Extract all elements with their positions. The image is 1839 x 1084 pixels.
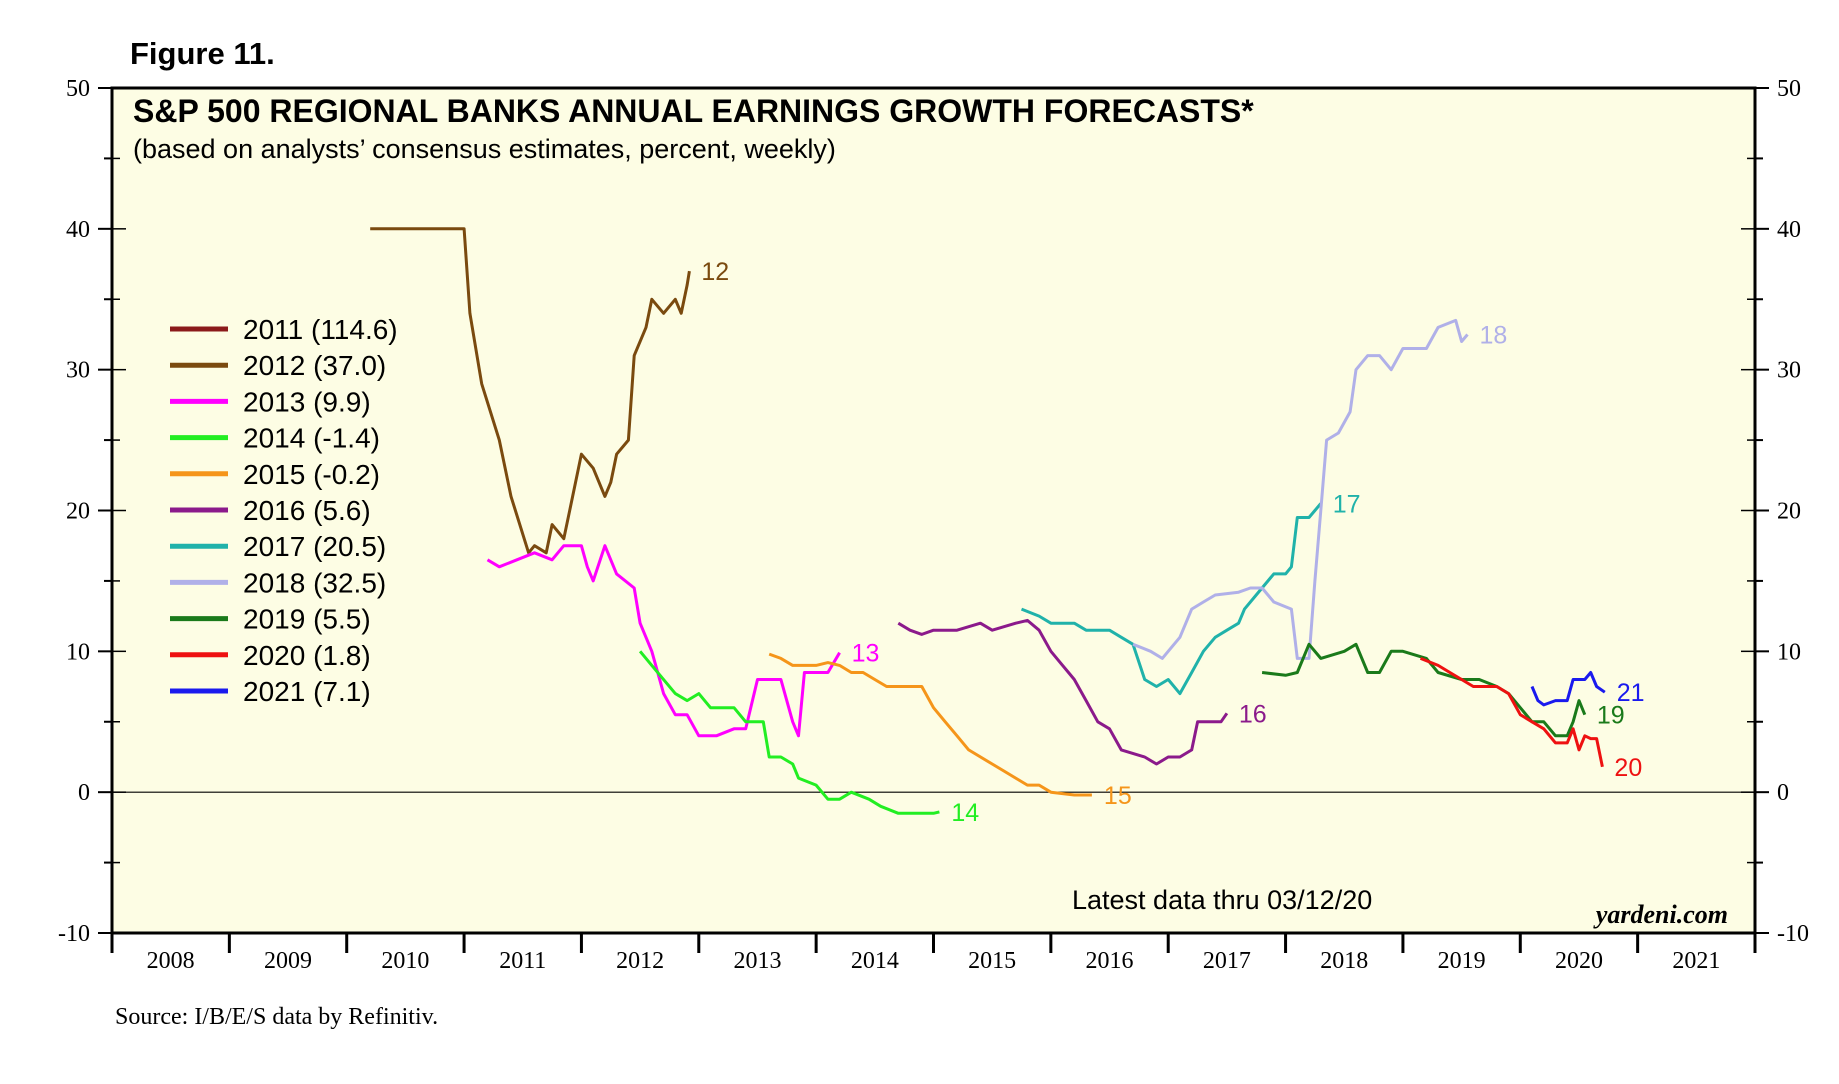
legend-label-7: 2018 (32.5) (243, 567, 386, 598)
source-note: Source: I/B/E/S data by Refinitiv. (115, 1004, 439, 1030)
x-tick-label: 2020 (1555, 948, 1603, 974)
series-line-3 (638, 650, 940, 815)
figure-label: Figure 11. (130, 36, 275, 71)
legend-label-1: 2012 (37.0) (243, 350, 386, 381)
y-axis-left: -10 0 10 20 30 40 50 (58, 76, 126, 947)
series-line-8 (1261, 642, 1587, 738)
y-tick-label-right: 0 (1777, 780, 1789, 806)
end-labels: 12 13 14 15 16 17 18 19 20 21 (701, 258, 1644, 827)
legend: 2011 (114.6) 2012 (37.0) 2013 (9.9) 2014 (-… (170, 314, 398, 707)
series-end-label-6: 17 (1333, 490, 1361, 518)
x-tick-label: 2011 (499, 948, 546, 974)
series-end-label-9: 20 (1614, 754, 1642, 782)
y-tick-label-right: 40 (1777, 217, 1801, 243)
x-tick-label: 2008 (147, 948, 195, 974)
x-tick-label: 2014 (851, 948, 899, 974)
x-tick-label: 2013 (733, 948, 781, 974)
series-line-5 (897, 618, 1229, 766)
y-tick-label-left: 30 (66, 358, 90, 384)
series-end-label-1: 12 (701, 258, 729, 286)
y-tick-label-left: -10 (58, 921, 90, 947)
chart-subtitle: (based on analysts’ consensus estimates,… (133, 134, 836, 164)
series-end-label-10: 21 (1617, 679, 1645, 707)
x-tick-label: 2012 (616, 948, 664, 974)
series-line-2 (486, 544, 841, 738)
x-tick-label: 2009 (264, 948, 312, 974)
y-axis-right: -10 0 10 20 30 40 50 (1741, 76, 1809, 947)
latest-data-note: Latest data thru 03/12/20 (1072, 885, 1372, 915)
brand-watermark: yardeni.com (1593, 900, 1728, 929)
series-line-1 (370, 227, 691, 555)
y-tick-label-right: 30 (1777, 358, 1801, 384)
legend-label-0: 2011 (114.6) (243, 314, 398, 345)
y-tick-label-left: 10 (66, 639, 90, 665)
series-line-10 (1530, 671, 1606, 707)
y-tick-label-right: 10 (1777, 639, 1801, 665)
x-tick-label: 2019 (1438, 948, 1486, 974)
x-axis: 2008 2009 2010 2011 2012 2013 2014 2015 2016 2017… (110, 933, 1757, 974)
x-tick-label: 2016 (1086, 948, 1134, 974)
legend-label-4: 2015 (-0.2) (243, 459, 380, 490)
series-layer (370, 227, 1606, 815)
series-end-label-4: 15 (1104, 782, 1132, 810)
legend-label-6: 2017 (20.5) (243, 531, 386, 562)
x-tick-label: 2021 (1672, 948, 1720, 974)
series-line-4 (768, 652, 1092, 797)
legend-label-2: 2013 (9.9) (243, 386, 371, 417)
y-tick-label-left: 50 (66, 76, 90, 102)
legend-label-10: 2021 (7.1) (243, 676, 371, 707)
series-end-label-3: 14 (951, 799, 979, 827)
series-line-6 (1020, 502, 1322, 696)
series-line-9 (1419, 657, 1604, 768)
series-end-label-2: 13 (852, 640, 880, 668)
legend-label-9: 2020 (1.8) (243, 640, 371, 671)
x-tick-label: 2010 (381, 948, 429, 974)
y-tick-label-left: 40 (66, 217, 90, 243)
x-tick-label: 2017 (1203, 948, 1251, 974)
y-tick-label-right: 20 (1777, 499, 1801, 525)
series-end-label-7: 18 (1479, 321, 1507, 349)
y-tick-label-right: 50 (1777, 76, 1801, 102)
y-tick-label-right: -10 (1777, 921, 1809, 947)
legend-label-8: 2019 (5.5) (243, 604, 371, 635)
series-line-7 (1132, 318, 1469, 660)
series-end-label-8: 19 (1597, 702, 1625, 730)
legend-label-5: 2016 (5.6) (243, 495, 371, 526)
series-end-label-5: 16 (1239, 700, 1267, 728)
y-tick-label-left: 0 (78, 780, 90, 806)
legend-label-3: 2014 (-1.4) (243, 423, 380, 454)
y-tick-label-left: 20 (66, 499, 90, 525)
chart-title: S&P 500 REGIONAL BANKS ANNUAL EARNINGS G… (133, 93, 1254, 129)
x-tick-label: 2015 (968, 948, 1016, 974)
x-tick-label: 2018 (1320, 948, 1368, 974)
